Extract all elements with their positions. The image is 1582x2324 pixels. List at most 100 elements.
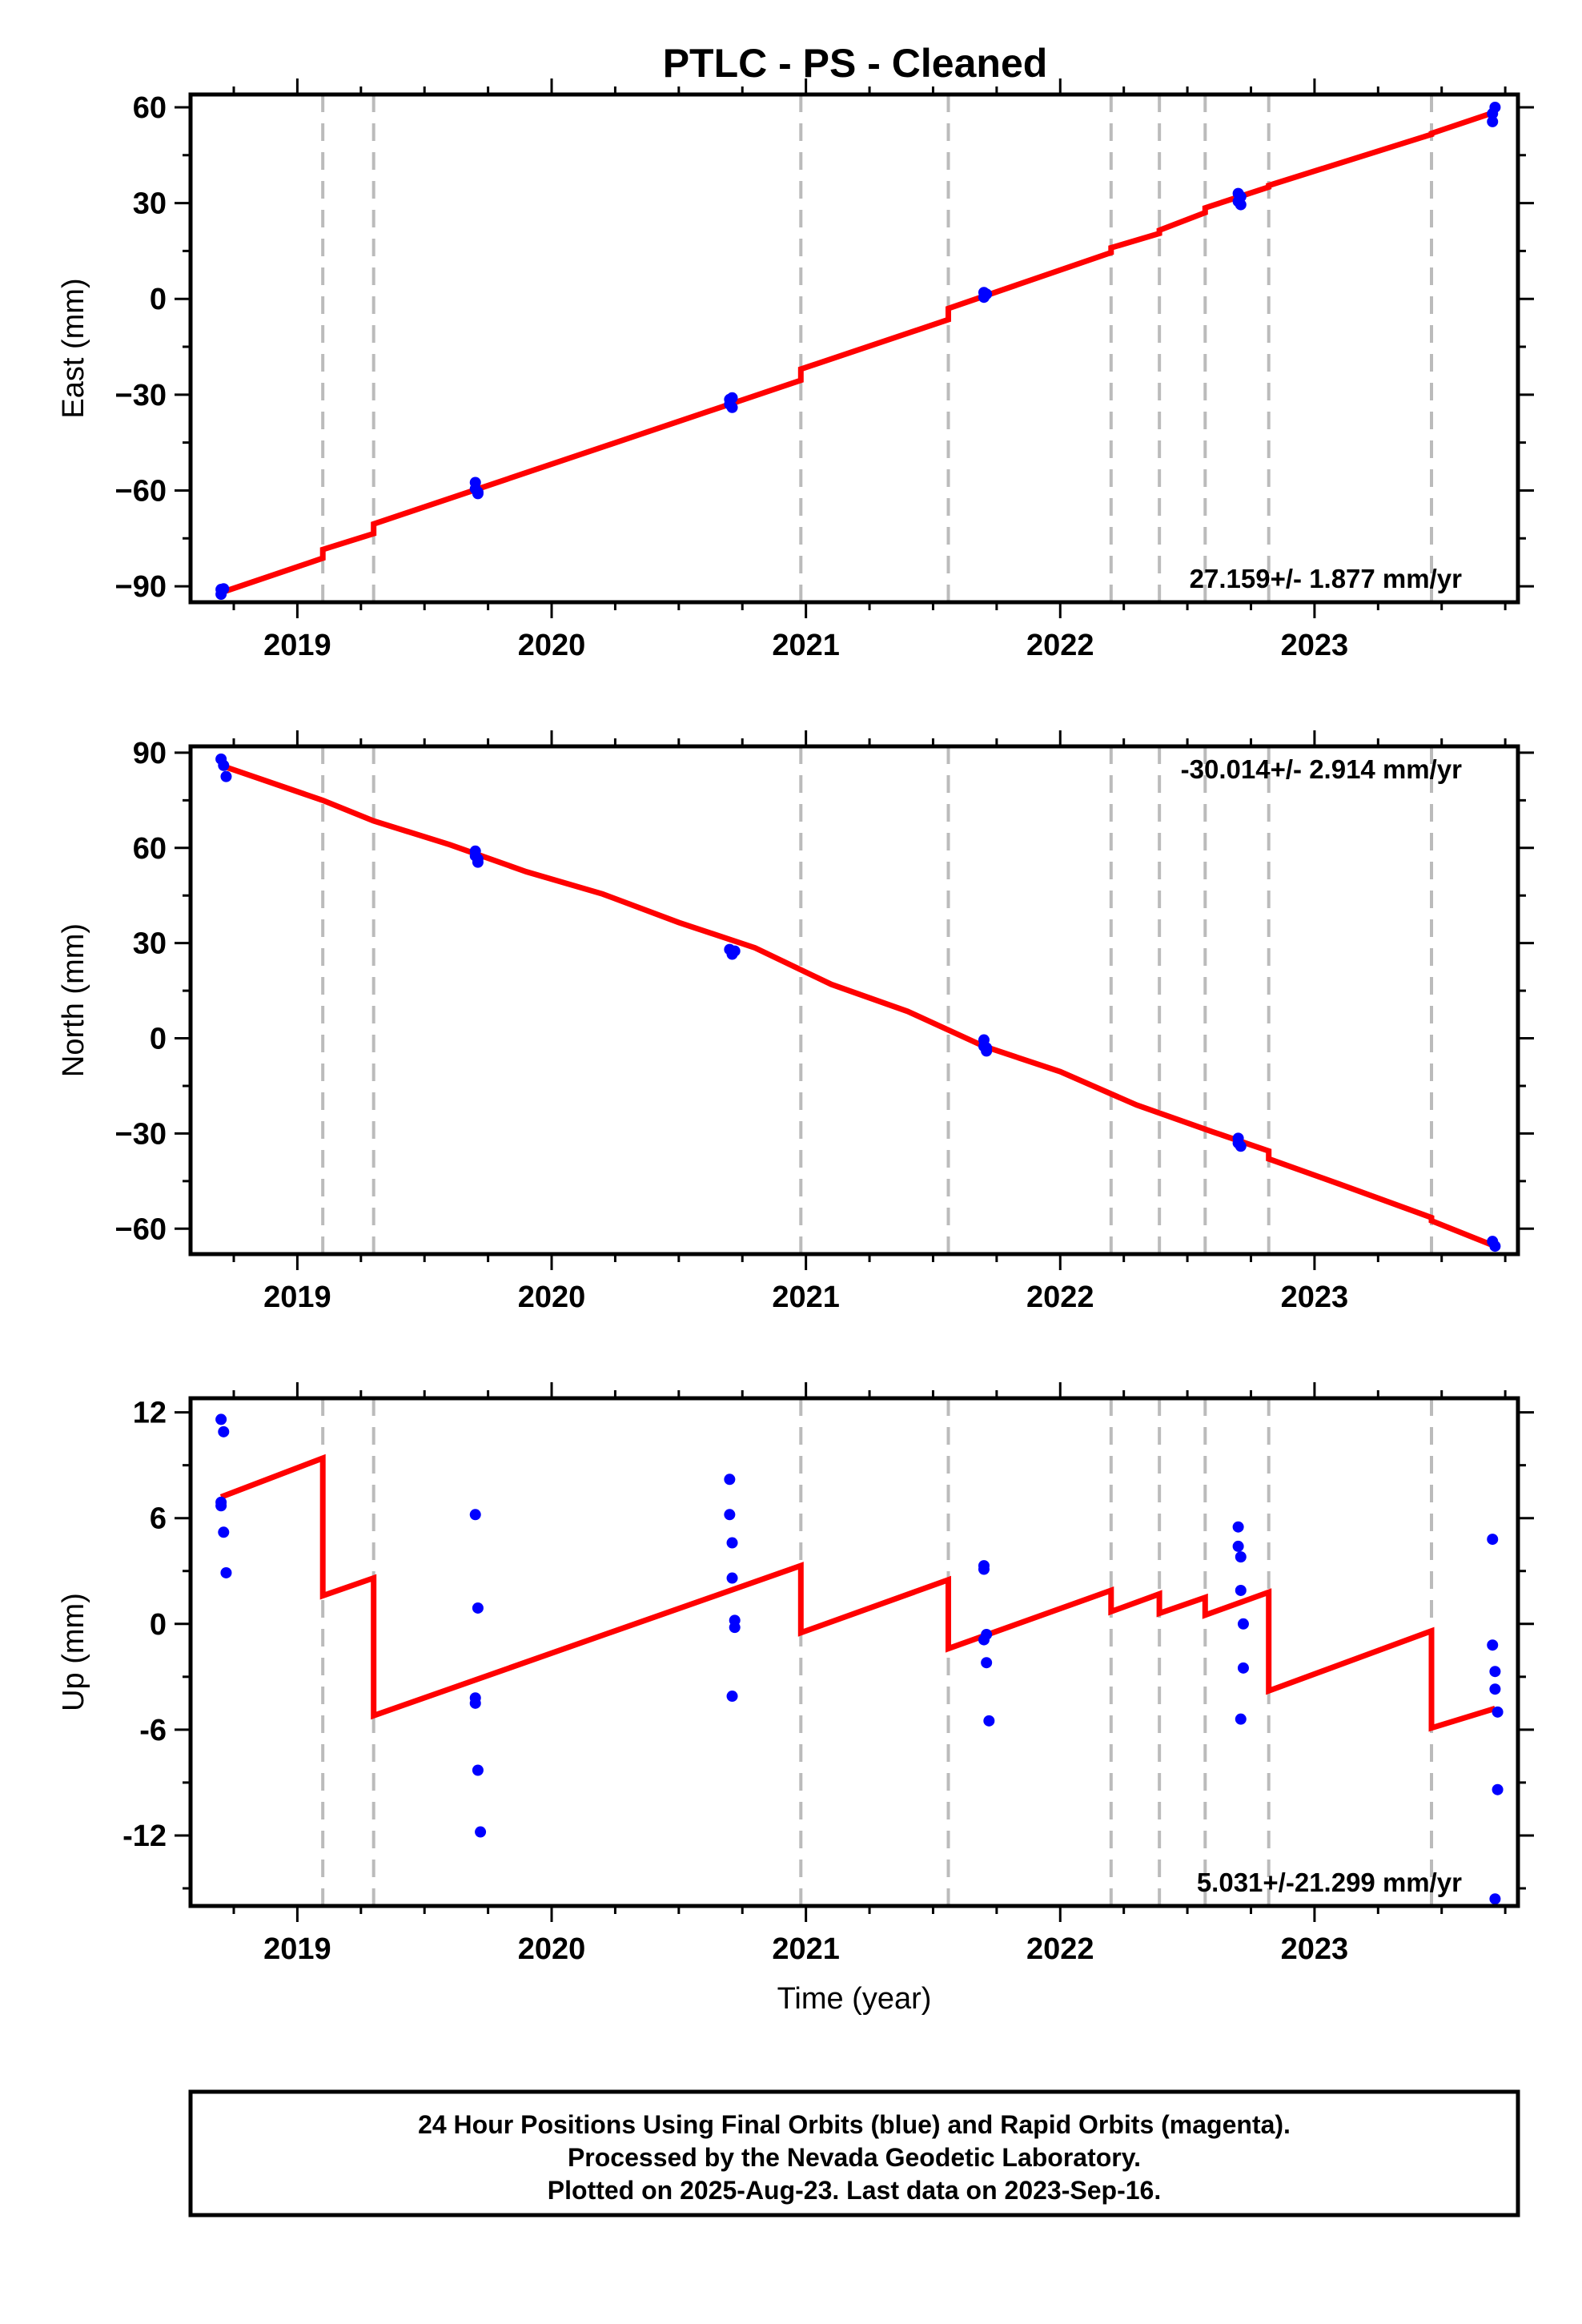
plot-frame — [188, 744, 1520, 1256]
x-tick-label: 2022 — [1026, 1281, 1094, 1314]
y-tick-label: -12 — [122, 1819, 167, 1853]
data-point — [472, 488, 484, 500]
chart-panel-north: 2019 2020 2021 2022 2023 −60 −30 0 30 60 90 North (… — [57, 730, 1534, 1314]
y-tick-label: 60 — [133, 91, 167, 125]
y-tick-label: 60 — [133, 832, 167, 866]
x-tick-label: 2020 — [518, 629, 586, 662]
figure-title: PTLC - PS - Cleaned — [663, 41, 1048, 86]
x-tick-label: 2019 — [263, 1932, 331, 1966]
data-point — [1235, 191, 1247, 203]
data-point — [726, 401, 738, 413]
data-point — [1235, 1584, 1247, 1596]
footer-box: 24 Hour Positions Using Final Orbits (bl… — [188, 2089, 1520, 2217]
x-tick-label: 2019 — [263, 1281, 331, 1314]
velocity-rate-label: -30.014+/- 2.914 mm/yr — [1181, 754, 1462, 784]
data-point — [215, 1413, 227, 1425]
data-point — [218, 583, 230, 595]
y-tick-label: 0 — [150, 1023, 167, 1056]
data-point — [475, 1826, 487, 1838]
plot-frame — [188, 92, 1520, 605]
data-point — [1489, 1240, 1501, 1252]
x-tick-label: 2019 — [263, 629, 331, 662]
model-line — [219, 109, 1496, 596]
data-point — [472, 1602, 484, 1614]
data-point — [469, 1509, 481, 1521]
data-point — [726, 1537, 738, 1549]
y-tick-label: −30 — [115, 379, 167, 412]
x-tick-label: 2022 — [1026, 1932, 1094, 1966]
x-tick-label: 2023 — [1281, 1932, 1349, 1966]
y-tick-label: 0 — [150, 1608, 167, 1642]
data-point — [729, 945, 741, 957]
data-point — [1489, 1683, 1501, 1695]
data-point — [978, 1634, 990, 1646]
data-point — [981, 288, 993, 300]
data-point — [215, 1500, 227, 1512]
model-line — [219, 762, 1496, 1249]
chart-panel-east: 2019 2020 2021 2022 2023 −90 −60 −30 0 30 60 East (… — [57, 78, 1534, 662]
data-point — [218, 759, 230, 771]
data-point — [218, 1526, 230, 1538]
y-tick-label: 12 — [133, 1397, 167, 1430]
data-point — [1492, 1706, 1504, 1718]
y-tick-label: −90 — [115, 570, 167, 604]
y-axis-label: North (mm) — [57, 923, 90, 1077]
footer-line-2: Processed by the Nevada Geodetic Laborat… — [568, 2143, 1141, 2172]
data-point — [981, 1657, 993, 1669]
footer-line-3: Plotted on 2025-Aug-23. Last data on 202… — [548, 2176, 1161, 2205]
x-tick-label: 2023 — [1281, 1281, 1349, 1314]
data-point — [724, 1509, 736, 1521]
y-axis-label: East (mm) — [57, 278, 90, 418]
data-point — [218, 1425, 230, 1437]
data-point — [1235, 1551, 1247, 1563]
x-tick-label: 2020 — [518, 1932, 586, 1966]
data-point — [220, 1566, 232, 1578]
x-axis-label: Time (year) — [777, 1982, 932, 2016]
x-tick-label: 2020 — [518, 1281, 586, 1314]
y-tick-label: 30 — [133, 187, 167, 221]
y-tick-label: −60 — [115, 1212, 167, 1246]
chart-panel-up: 2019 2020 2021 2022 2023 -12 -6 0 6 12 Up (mm) Time… — [57, 1382, 1534, 2016]
data-point — [1492, 1783, 1504, 1795]
data-point — [983, 1715, 995, 1727]
data-point — [1237, 1618, 1249, 1630]
model-line — [219, 1454, 1496, 1732]
data-point — [978, 1563, 990, 1575]
y-tick-label: 30 — [133, 927, 167, 961]
data-point — [1487, 115, 1499, 127]
data-point — [981, 1042, 993, 1054]
x-tick-label: 2023 — [1281, 629, 1349, 662]
velocity-rate-label: 27.159+/- 1.877 mm/yr — [1190, 564, 1462, 593]
data-point — [472, 853, 484, 865]
y-tick-label: 6 — [150, 1502, 167, 1536]
data-point — [220, 770, 232, 782]
data-point — [469, 1697, 481, 1709]
y-tick-label: −30 — [115, 1117, 167, 1151]
y-tick-label: -6 — [139, 1714, 167, 1747]
data-point — [1235, 1713, 1247, 1725]
y-tick-label: 90 — [133, 737, 167, 770]
data-point — [726, 392, 738, 404]
x-tick-label: 2021 — [772, 1932, 840, 1966]
data-point — [724, 1474, 736, 1486]
data-point — [1489, 1893, 1501, 1905]
data-point — [1489, 101, 1501, 113]
data-point — [1235, 1140, 1247, 1152]
data-point — [472, 1764, 484, 1776]
data-point — [1487, 1534, 1499, 1546]
footer-frame — [188, 2089, 1520, 2217]
y-axis-label: Up (mm) — [57, 1593, 90, 1711]
footer-line-1: 24 Hour Positions Using Final Orbits (bl… — [418, 2110, 1291, 2139]
x-tick-label: 2021 — [772, 629, 840, 662]
data-point — [726, 1691, 738, 1703]
y-tick-label: 0 — [150, 283, 167, 316]
data-point — [1235, 199, 1247, 211]
data-point — [1232, 1521, 1244, 1533]
velocity-rate-label: 5.031+/-21.299 mm/yr — [1197, 1868, 1462, 1897]
data-point — [1489, 1666, 1501, 1678]
y-tick-label: −60 — [115, 474, 167, 508]
data-point — [1232, 1540, 1244, 1552]
x-tick-label: 2022 — [1026, 629, 1094, 662]
